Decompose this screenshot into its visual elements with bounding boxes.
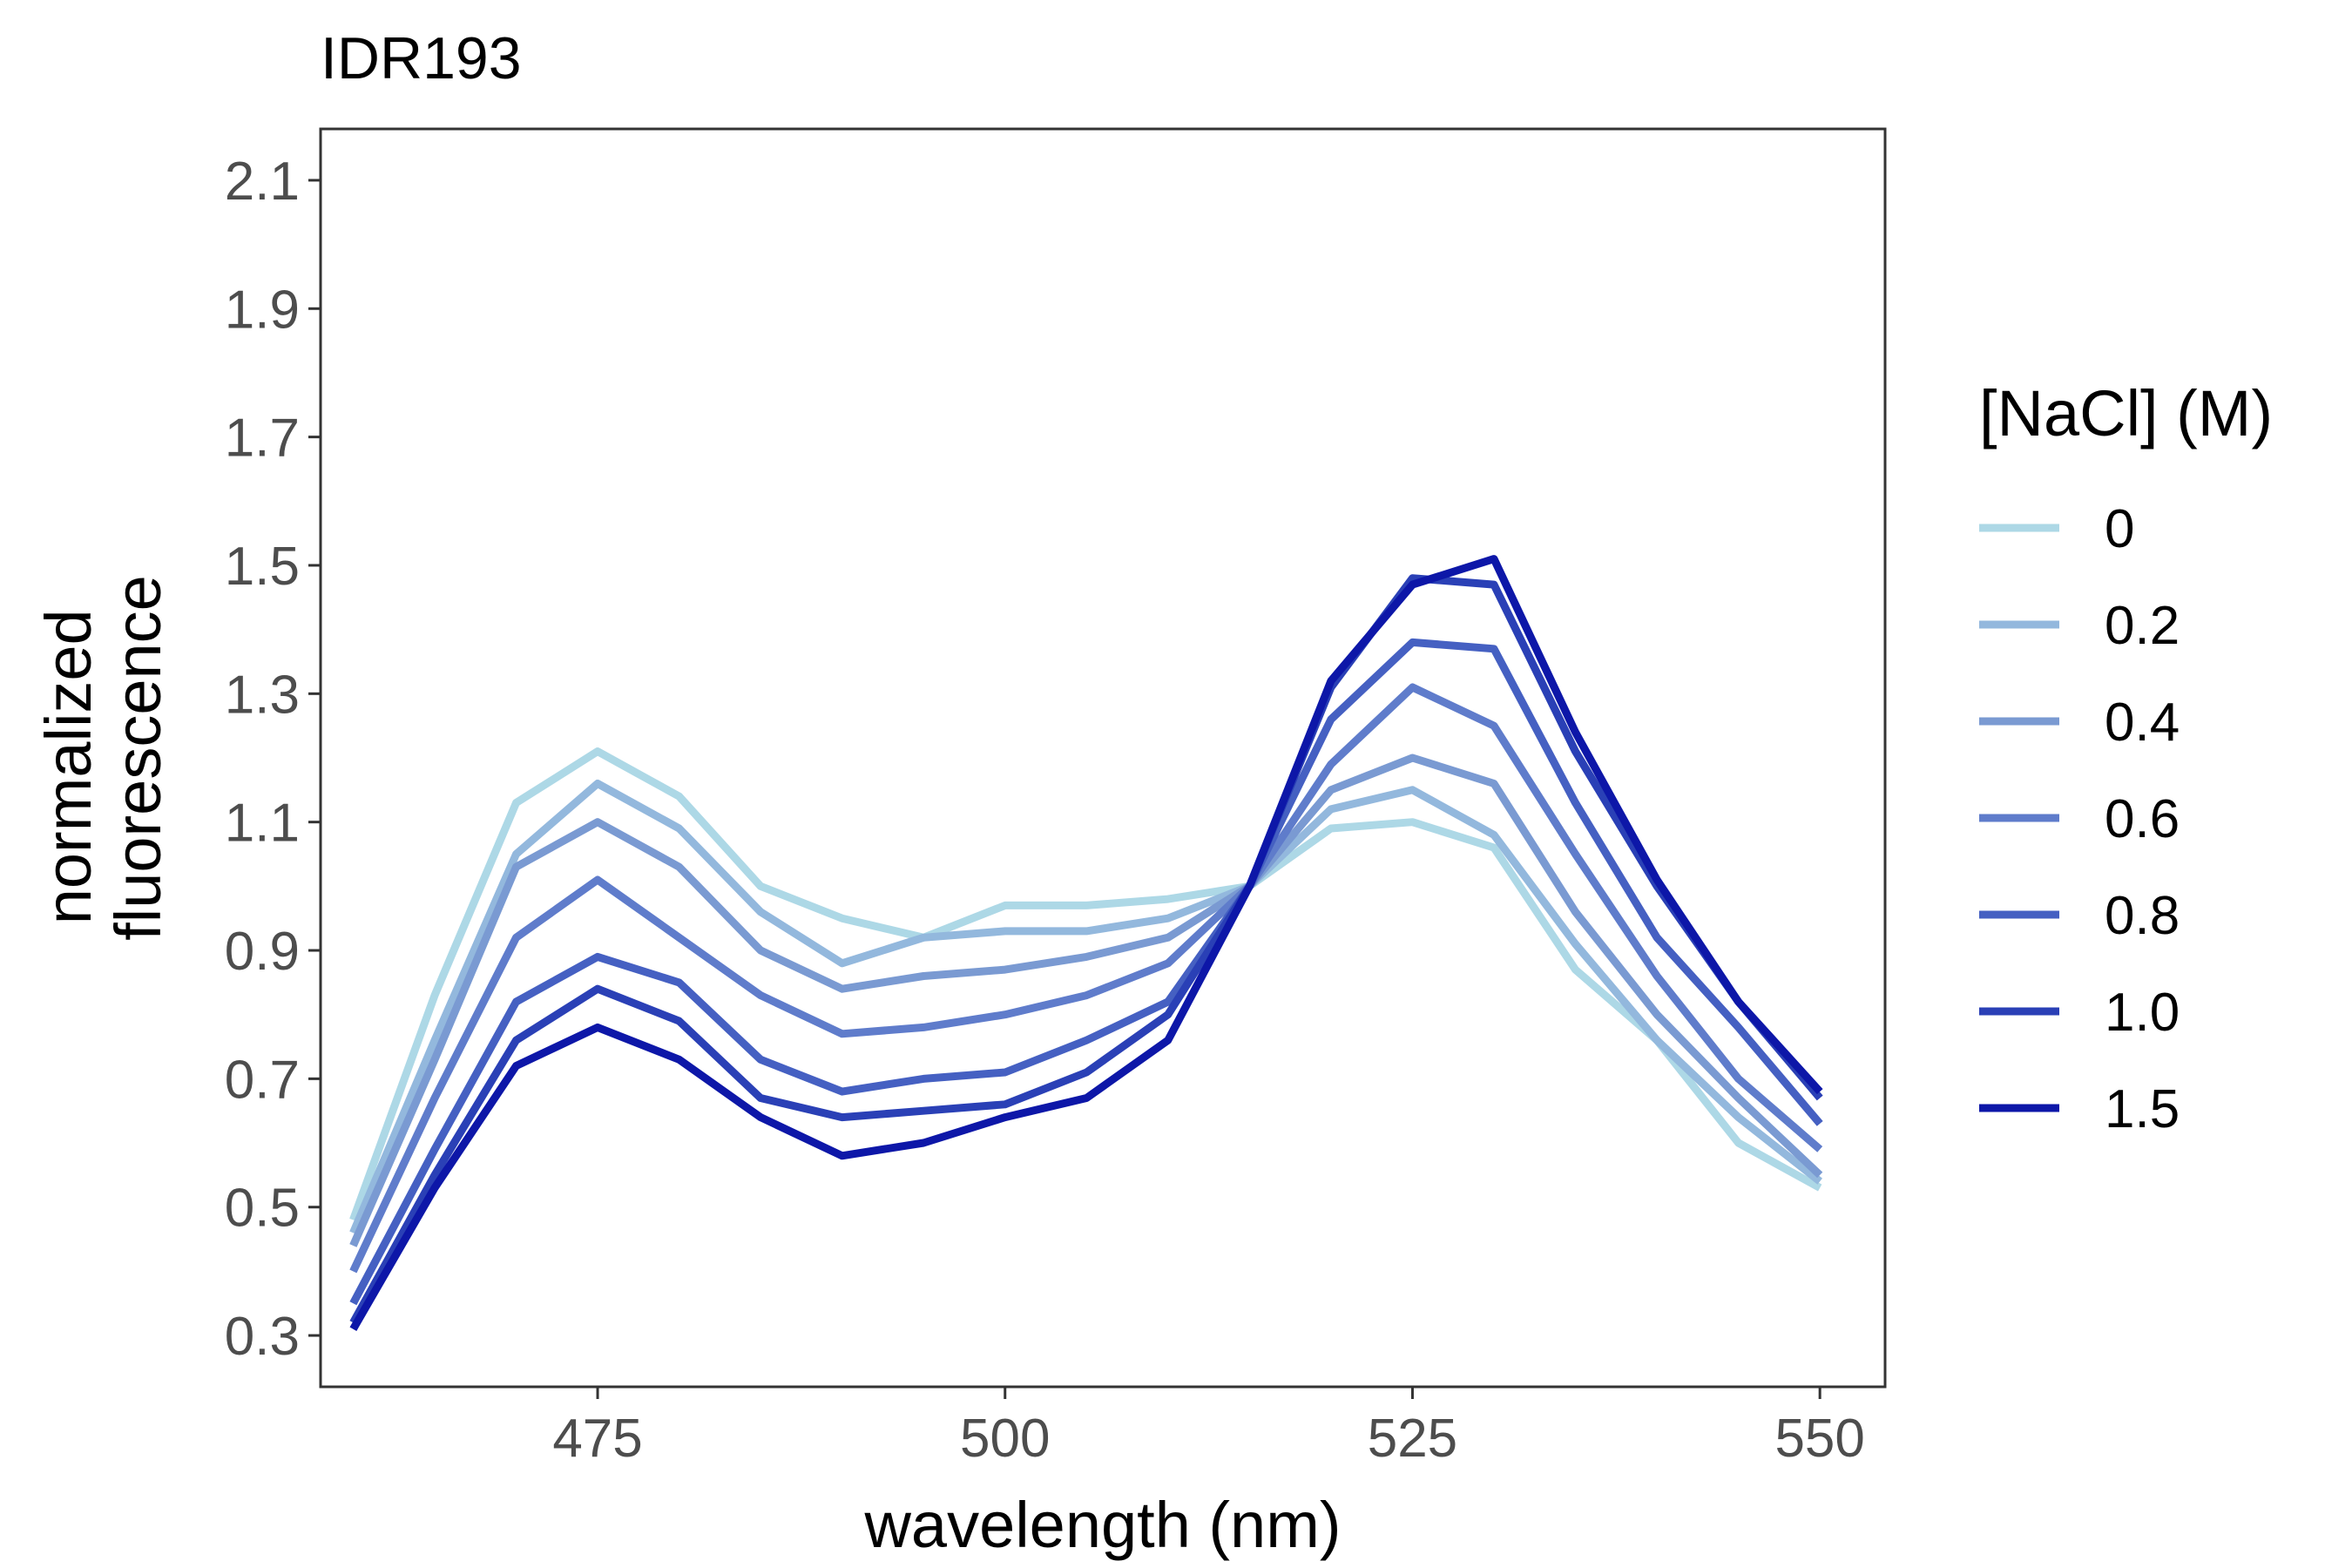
series-line-0.8 <box>349 638 1823 1306</box>
x-axis: 475 500 525 550 <box>552 1387 1865 1469</box>
y-tick-label: 1.5 <box>225 537 300 597</box>
y-tick-label: 1.3 <box>225 665 300 725</box>
y-axis: 0.3 0.5 0.7 0.9 1.1 1.3 1.5 1.7 1.9 2.1 <box>225 152 321 1367</box>
x-tick-label: 475 <box>552 1409 642 1469</box>
series-line-0 <box>349 747 1822 1221</box>
legend-title: [NaCl] (M) <box>1979 377 2273 449</box>
legend-label-0.6: 0.6 <box>2105 789 2180 849</box>
legend-label-0: 0 <box>2105 499 2134 559</box>
x-tick-label: 500 <box>960 1409 1050 1469</box>
y-tick-label: 0.5 <box>225 1179 300 1239</box>
series-layer <box>349 555 1823 1331</box>
series-line-1.0 <box>349 574 1823 1325</box>
y-tick-label: 1.9 <box>225 280 300 340</box>
legend-label-1.0: 1.0 <box>2105 983 2180 1043</box>
x-axis-title: wavelength (nm) <box>863 1489 1341 1561</box>
legend-label-1.5: 1.5 <box>2105 1079 2180 1139</box>
legend: 0 0.2 0.4 0.6 0.8 1.0 1.5 <box>1979 499 2180 1139</box>
y-axis-title: normalized fluorescence <box>32 575 174 941</box>
series-line-0.4 <box>349 754 1823 1247</box>
chart-title: IDR193 <box>321 25 522 91</box>
legend-label-0.4: 0.4 <box>2105 693 2180 753</box>
series-line-0.2 <box>349 780 1822 1234</box>
x-tick-label: 550 <box>1774 1409 1864 1469</box>
x-tick-label: 525 <box>1368 1409 1457 1469</box>
y-tick-label: 1.1 <box>225 794 300 854</box>
y-axis-title-line-2: fluorescence <box>102 575 174 941</box>
y-tick-label: 0.3 <box>225 1307 300 1367</box>
series-line-1.5 <box>349 555 1823 1331</box>
y-tick-label: 0.9 <box>225 922 300 982</box>
y-tick-label: 1.7 <box>225 409 300 469</box>
legend-label-0.2: 0.2 <box>2105 596 2180 656</box>
legend-label-0.8: 0.8 <box>2105 886 2180 946</box>
series-line-0.6 <box>349 683 1823 1274</box>
y-tick-label: 0.7 <box>225 1050 300 1110</box>
y-tick-label: 2.1 <box>225 152 300 212</box>
y-axis-title-line-1: normalized <box>32 609 105 924</box>
plot-panel <box>319 127 1887 1389</box>
